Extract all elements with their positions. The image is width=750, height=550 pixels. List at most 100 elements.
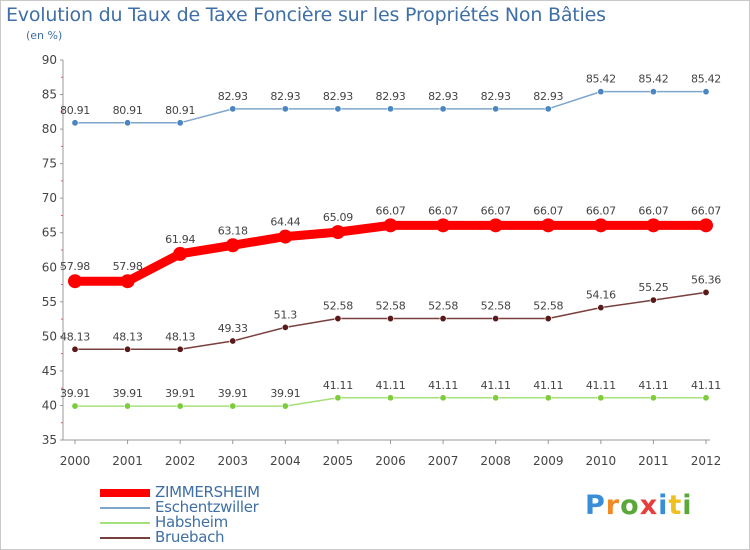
x-tick-label: 2009	[533, 454, 564, 468]
data-label: 57.98	[113, 260, 143, 273]
series-habsheim	[71, 394, 710, 410]
data-label: 48.13	[165, 330, 195, 343]
data-label: 57.98	[60, 260, 90, 273]
data-point	[124, 402, 132, 410]
data-point	[702, 88, 710, 96]
y-tick-label: 60	[42, 260, 57, 274]
data-label: 52.58	[428, 300, 458, 313]
legend-item-bruebach: Bruebach	[100, 528, 360, 546]
logo-letter: t	[668, 490, 683, 521]
y-tick-label: 35	[42, 433, 57, 447]
data-label: 66.07	[376, 204, 406, 217]
data-point	[124, 345, 132, 353]
legend-swatch	[100, 507, 150, 509]
data-point	[386, 394, 394, 402]
legend-swatch	[100, 489, 150, 497]
data-point	[544, 105, 552, 113]
data-point	[281, 323, 289, 331]
data-point	[492, 315, 500, 323]
data-point	[544, 315, 552, 323]
logo-letter: r	[605, 490, 621, 521]
data-label: 41.11	[323, 379, 353, 392]
data-point	[124, 119, 132, 127]
data-point	[229, 337, 237, 345]
data-point	[702, 288, 710, 296]
data-label: 82.93	[428, 90, 458, 103]
data-label: 80.91	[113, 104, 143, 117]
data-label: 39.91	[165, 387, 195, 400]
logo-letter: o	[620, 490, 640, 521]
data-label: 65.09	[323, 211, 353, 224]
data-point	[386, 105, 394, 113]
legend-label: Habsheim	[155, 513, 228, 531]
data-label: 41.11	[586, 379, 616, 392]
y-tick-label: 40	[42, 398, 57, 412]
x-tick-label: 2012	[691, 454, 722, 468]
y-tick-label: 70	[42, 191, 57, 205]
data-point	[71, 402, 79, 410]
data-label: 85.42	[638, 73, 668, 86]
x-tick-label: 2008	[480, 454, 511, 468]
data-point	[281, 105, 289, 113]
data-point	[281, 402, 289, 410]
data-point	[544, 394, 552, 402]
data-point	[334, 394, 342, 402]
data-label: 51.3	[274, 308, 298, 321]
y-tick-label: 90	[42, 53, 57, 67]
data-label: 54.16	[586, 289, 616, 302]
y-tick-label: 65	[42, 226, 57, 240]
data-point	[436, 218, 451, 233]
legend-label: ZIMMERSHEIM	[155, 483, 260, 501]
data-point	[649, 296, 657, 304]
data-point	[597, 394, 605, 402]
data-label: 41.11	[691, 379, 721, 392]
data-label: 39.91	[113, 387, 143, 400]
data-label: 66.07	[586, 204, 616, 217]
data-label: 52.58	[376, 300, 406, 313]
data-point	[334, 105, 342, 113]
x-tick-label: 2007	[428, 454, 459, 468]
x-tick-label: 2006	[375, 454, 406, 468]
data-point	[383, 218, 398, 233]
data-label: 82.93	[218, 90, 248, 103]
data-label: 48.13	[113, 330, 143, 343]
logo-letter: P	[585, 490, 606, 521]
data-label: 82.93	[376, 90, 406, 103]
data-label: 52.58	[481, 300, 511, 313]
data-point	[176, 345, 184, 353]
data-label: 80.91	[60, 104, 90, 117]
data-label: 85.42	[691, 73, 721, 86]
data-point	[702, 394, 710, 402]
data-label: 82.93	[323, 90, 353, 103]
data-point	[229, 402, 237, 410]
data-label: 66.07	[638, 204, 668, 217]
data-label: 82.93	[533, 90, 563, 103]
legend-swatch	[100, 537, 150, 539]
data-label: 39.91	[60, 387, 90, 400]
data-point	[649, 394, 657, 402]
data-point	[68, 274, 82, 289]
data-point	[386, 315, 394, 323]
x-tick-label: 2001	[112, 454, 143, 468]
legend-label: Eschentzwiller	[155, 498, 259, 516]
legend-item-habsheim: Habsheim	[100, 513, 360, 531]
y-tick-label: 45	[42, 364, 57, 378]
legend-swatch	[100, 522, 150, 524]
series-zimmersheim	[68, 218, 713, 289]
data-labels-layer: 80.91 80.91 80.91 82.93 82.93 82.93 82.93 82.93…	[60, 73, 722, 400]
data-point	[120, 274, 135, 289]
data-point	[488, 218, 503, 233]
data-label: 80.91	[165, 104, 195, 117]
data-label: 66.07	[533, 204, 563, 217]
axes: 35 40 45 50 55 60 65 70 75 80 85 90 2000 2001 2002 2003…	[42, 53, 722, 468]
x-tick-label: 2004	[270, 454, 301, 468]
data-label: 39.91	[218, 387, 248, 400]
x-tick-label: 2010	[586, 454, 617, 468]
data-point	[649, 88, 657, 96]
series-eschentzwiller	[71, 88, 710, 127]
data-label: 39.91	[270, 387, 300, 400]
x-tick-label: 2003	[217, 454, 248, 468]
data-label: 66.07	[691, 204, 721, 217]
data-label: 63.18	[218, 224, 248, 237]
